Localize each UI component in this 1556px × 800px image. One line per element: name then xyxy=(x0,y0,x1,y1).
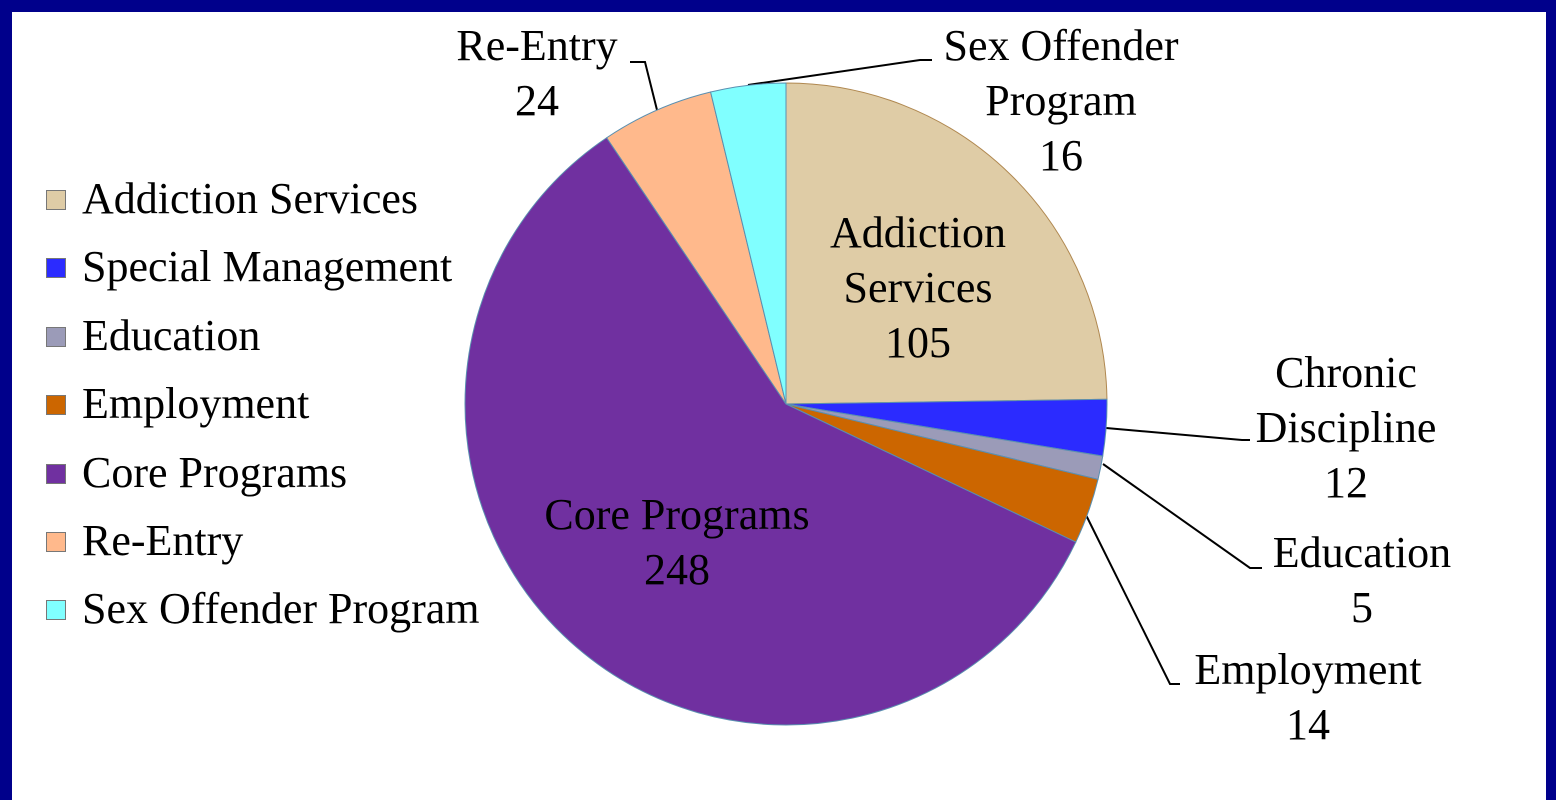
data-label-value: 12 xyxy=(1324,458,1368,507)
legend-label: Core Programs xyxy=(82,447,348,497)
data-label-name: Re-Entry xyxy=(456,21,618,70)
legend-swatch xyxy=(46,600,66,621)
data-label-name: Employment xyxy=(1194,645,1422,694)
leader-line xyxy=(747,59,932,86)
leader-line xyxy=(630,61,658,111)
data-label: Sex Offender Program 16 xyxy=(921,18,1201,183)
data-label: Employment 14 xyxy=(1158,642,1458,752)
data-label-name: Addiction Services xyxy=(830,208,1006,312)
data-label: Addiction Services 105 xyxy=(798,205,1038,370)
pie-slice xyxy=(709,82,787,405)
legend-label: Education xyxy=(82,310,261,360)
legend-label: Re-Entry xyxy=(82,516,244,565)
data-label-name: Sex Offender Program xyxy=(943,21,1179,125)
legend-label: Addiction Services xyxy=(82,174,419,223)
leader-line xyxy=(1102,463,1262,569)
data-label-name: Education xyxy=(1272,528,1452,577)
legend-swatch xyxy=(46,395,66,416)
data-label-value: 248 xyxy=(644,545,710,594)
legend-label: Employment xyxy=(82,379,310,429)
leader-line xyxy=(1085,514,1180,685)
pie-slice xyxy=(464,137,1077,726)
legend-swatch xyxy=(46,326,66,347)
legend-label: Special Management xyxy=(82,242,453,292)
leader-lines xyxy=(630,59,1262,685)
data-label-value: 24 xyxy=(515,76,559,125)
data-label: Re-Entry 24 xyxy=(427,18,647,128)
data-label: Education 5 xyxy=(1232,525,1492,635)
data-label: Core Programs 248 xyxy=(507,487,847,597)
data-label-value: 14 xyxy=(1286,700,1330,749)
legend-swatch xyxy=(46,258,66,279)
data-label-value: 105 xyxy=(885,318,951,367)
data-label-value: 16 xyxy=(1039,131,1083,180)
pie-slice xyxy=(785,82,1108,405)
data-label-value: 5 xyxy=(1351,583,1373,632)
legend-label: Sex Offender Program xyxy=(82,584,480,634)
legend-swatch xyxy=(46,532,66,552)
data-label-name: Chronic Discipline xyxy=(1255,348,1437,452)
legend-swatch xyxy=(46,463,66,484)
legend-swatch xyxy=(46,190,66,210)
leader-line xyxy=(1105,427,1250,441)
data-label: Chronic Discipline 12 xyxy=(1226,345,1466,510)
data-label-name: Core Programs xyxy=(544,490,810,539)
